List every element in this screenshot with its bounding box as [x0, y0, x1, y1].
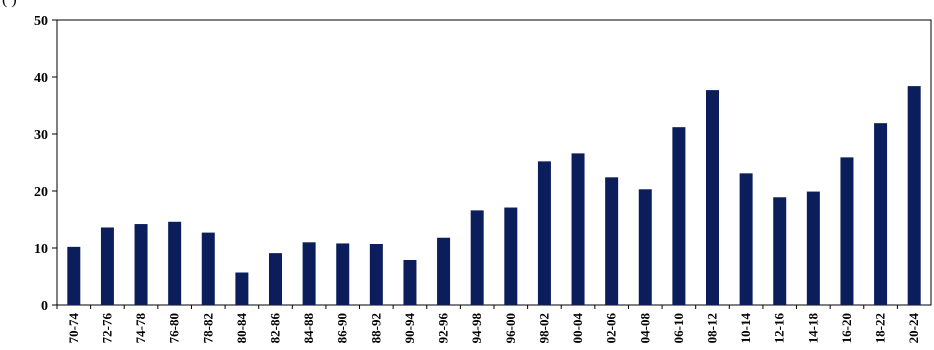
x-tick-label: 92-96	[436, 313, 451, 344]
x-tick-label: 20-24	[906, 313, 921, 344]
x-tick-label: 76-80	[167, 313, 182, 343]
x-tick-label: 00-04	[570, 313, 585, 344]
bar-08-12	[706, 90, 719, 305]
bar-98-02	[537, 161, 551, 305]
bar-18-22	[874, 123, 888, 305]
bar-02-06	[605, 177, 619, 305]
bar-00-04	[571, 153, 585, 305]
bar-14-18	[806, 191, 820, 305]
x-tick-label: 18-22	[873, 313, 888, 343]
bar-72-76	[100, 227, 114, 305]
bar-82-86	[269, 253, 282, 305]
bar-12-16	[773, 197, 787, 305]
bar-92-96	[437, 237, 451, 305]
x-tick-label: 90-94	[402, 313, 417, 344]
bar-86-90	[336, 243, 350, 305]
bar-06-10	[672, 127, 686, 305]
bar-96-00	[504, 207, 518, 305]
bar-10-14	[739, 173, 753, 305]
bar-70-74	[67, 246, 81, 305]
x-tick-label: 94-98	[469, 313, 484, 344]
x-tick-label: 10-14	[738, 313, 753, 344]
bar-90-94	[403, 259, 417, 305]
x-tick-label: 82-86	[268, 313, 283, 344]
x-tick-label: 06-10	[671, 313, 686, 343]
x-tick-label: 14-18	[805, 313, 820, 344]
y-tick-label: 50	[34, 14, 48, 29]
x-tick-label: 74-78	[133, 313, 148, 344]
bar-74-78	[134, 224, 148, 305]
x-tick-label: 86-90	[335, 313, 350, 343]
x-tick-label: 08-12	[705, 313, 720, 343]
bar-16-20	[840, 157, 854, 305]
y-tick-label: 40	[34, 71, 48, 86]
bar-76-80	[168, 221, 182, 305]
bar-88-92	[369, 244, 383, 305]
y-tick-label: 10	[34, 242, 48, 257]
x-tick-label: 88-92	[368, 313, 383, 343]
bar-04-08	[638, 189, 652, 305]
x-tick-label: 98-02	[536, 313, 551, 343]
y-tick-label: 30	[34, 128, 48, 143]
x-tick-label: 02-06	[604, 313, 619, 344]
bar-78-82	[201, 232, 215, 305]
x-tick-label: 72-76	[99, 313, 114, 344]
plot-area: 0 10 20 30 40 50 70-74 72-76 74-78 76-80 78-82 80-8…	[34, 14, 932, 344]
bar-84-88	[302, 242, 316, 305]
bar-20-24	[907, 86, 921, 306]
y-tick-label: 20	[34, 185, 48, 200]
plot-border	[56, 19, 932, 306]
bar-80-84	[235, 272, 249, 305]
x-tick-label: 96-00	[503, 313, 518, 343]
x-tick-label: 78-82	[200, 313, 215, 343]
x-tick-label: 04-08	[637, 313, 652, 344]
y-tick-label: 0	[41, 299, 48, 314]
bar-94-98	[470, 210, 484, 305]
x-tick-label: 16-20	[839, 313, 854, 343]
x-tick-label: 84-88	[301, 313, 316, 344]
chart-header-fragment: ( )	[2, 0, 17, 8]
x-tick-label: 80-84	[234, 313, 249, 344]
x-tick-label: 12-16	[772, 313, 787, 344]
x-tick-label: 70-74	[66, 313, 81, 344]
